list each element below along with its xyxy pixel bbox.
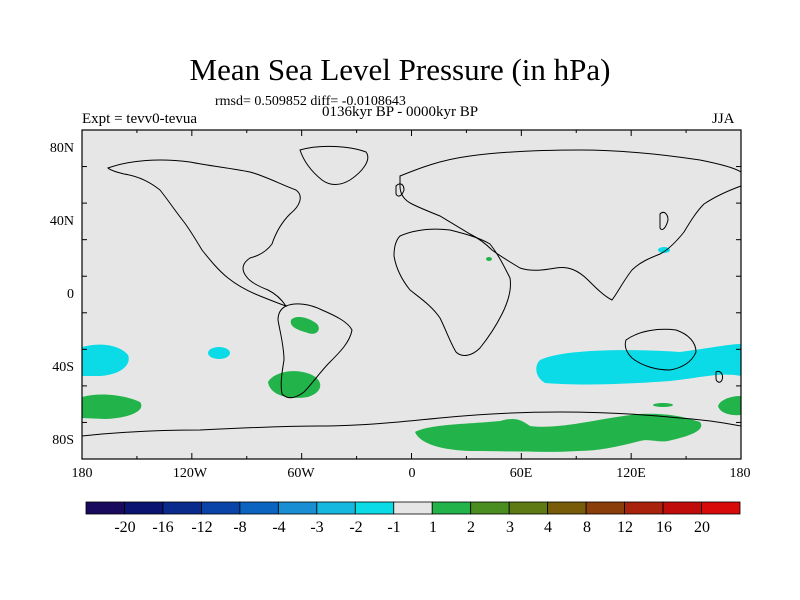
coastline-japan xyxy=(659,211,669,231)
anomaly-pos-south-pacific xyxy=(82,394,142,419)
coastline-antarctica xyxy=(81,411,742,460)
coastline-uk xyxy=(395,183,405,197)
coastline-south-america xyxy=(277,303,353,399)
anomaly-pos-arabia xyxy=(486,257,492,261)
colorbar-box xyxy=(316,501,356,515)
anomaly-neg-indian-ocean xyxy=(536,344,741,385)
colorbar-box xyxy=(277,501,318,515)
colorbar-label-16: 20 xyxy=(694,519,710,536)
lon-label-120w: 120W xyxy=(172,466,208,481)
lon-label-0: 0 xyxy=(408,466,416,481)
season-label: JJA xyxy=(712,111,735,127)
colorbar-box xyxy=(431,501,472,515)
colorbar-label-4: -8 xyxy=(233,519,247,536)
colorbar-label-6: -3 xyxy=(310,519,324,536)
lat-label-40n: 40N xyxy=(49,214,74,229)
negative-anomaly-regions xyxy=(82,247,741,385)
colorbar-label-9: 1 xyxy=(429,519,437,536)
lon-label-60e: 60E xyxy=(509,466,533,481)
lat-label-40s: 40S xyxy=(52,360,74,375)
map-ticks xyxy=(81,129,742,460)
colorbar-box xyxy=(393,501,433,515)
coastline-greenland xyxy=(299,145,369,185)
anomaly-pos-southeast-pacific xyxy=(718,396,741,416)
positive-anomaly-regions xyxy=(82,257,741,452)
lat-label-80s: 80S xyxy=(52,433,74,448)
lat-label-0: 0 xyxy=(67,287,74,302)
colorbar-box xyxy=(662,501,702,515)
colorbar-label-1: -20 xyxy=(114,519,136,536)
colorbar-box xyxy=(354,501,395,515)
colorbar-box xyxy=(201,501,241,515)
colorbar-label-15: 16 xyxy=(656,519,672,536)
colorbar-box xyxy=(508,501,549,515)
anomaly-neg-southeast-pacific xyxy=(208,347,230,359)
colorbar-label-5: -4 xyxy=(272,519,286,536)
experiment-label: Expt = tevv0-tevua xyxy=(82,111,198,127)
anomaly-pos-south-atlantic xyxy=(653,403,673,407)
coastlines xyxy=(81,145,742,460)
colorbar-box xyxy=(470,501,510,515)
colorbar-label-10: 2 xyxy=(467,519,475,536)
colorbar-box xyxy=(701,501,741,515)
lat-label-80n: 80N xyxy=(49,141,74,156)
coastline-new-zealand xyxy=(715,371,723,383)
period-label: 0136kyr BP - 0000kyr BP xyxy=(322,104,479,120)
colorbar-label-2: -16 xyxy=(152,519,174,536)
lon-label-180e: 180 xyxy=(729,466,751,481)
colorbar-box xyxy=(547,501,587,515)
colorbar-label-13: 8 xyxy=(583,519,591,536)
lon-label-120e: 120E xyxy=(616,466,646,481)
coastline-australia xyxy=(624,328,697,371)
anomaly-pos-brazil xyxy=(290,317,319,334)
coastline-africa xyxy=(393,228,511,356)
map-background xyxy=(82,130,741,459)
coastline-north-america xyxy=(107,159,301,307)
map-title: Mean Sea Level Pressure (in hPa) xyxy=(189,52,611,87)
coastline-eurasia xyxy=(399,149,742,301)
colorbar-label-11: 3 xyxy=(506,519,514,536)
colorbar-box xyxy=(162,501,202,515)
colorbar-box xyxy=(585,501,625,515)
colorbar-label-14: 12 xyxy=(617,519,633,536)
anomaly-neg-west-pacific xyxy=(658,247,670,253)
anomaly-pos-argentina xyxy=(268,371,321,398)
colorbar-box xyxy=(624,501,664,515)
stats-text: rmsd= 0.509852 diff= -0.0108643 xyxy=(215,94,406,109)
anomaly-neg-south-pacific xyxy=(82,344,129,376)
lon-label-180w: 180 xyxy=(71,466,93,481)
colorbar-label-8: -1 xyxy=(387,519,401,536)
colorbar-label-7: -2 xyxy=(349,519,363,536)
colorbar-label-12: 4 xyxy=(544,519,552,536)
colorbar-box xyxy=(85,501,125,515)
anomaly-pos-antarctic-ocean xyxy=(415,413,702,452)
colorbar-box xyxy=(239,501,279,515)
colorbar xyxy=(85,501,741,515)
colorbar-box xyxy=(124,501,164,515)
colorbar-label-3: -12 xyxy=(191,519,213,536)
lon-label-60w: 60W xyxy=(287,466,315,481)
